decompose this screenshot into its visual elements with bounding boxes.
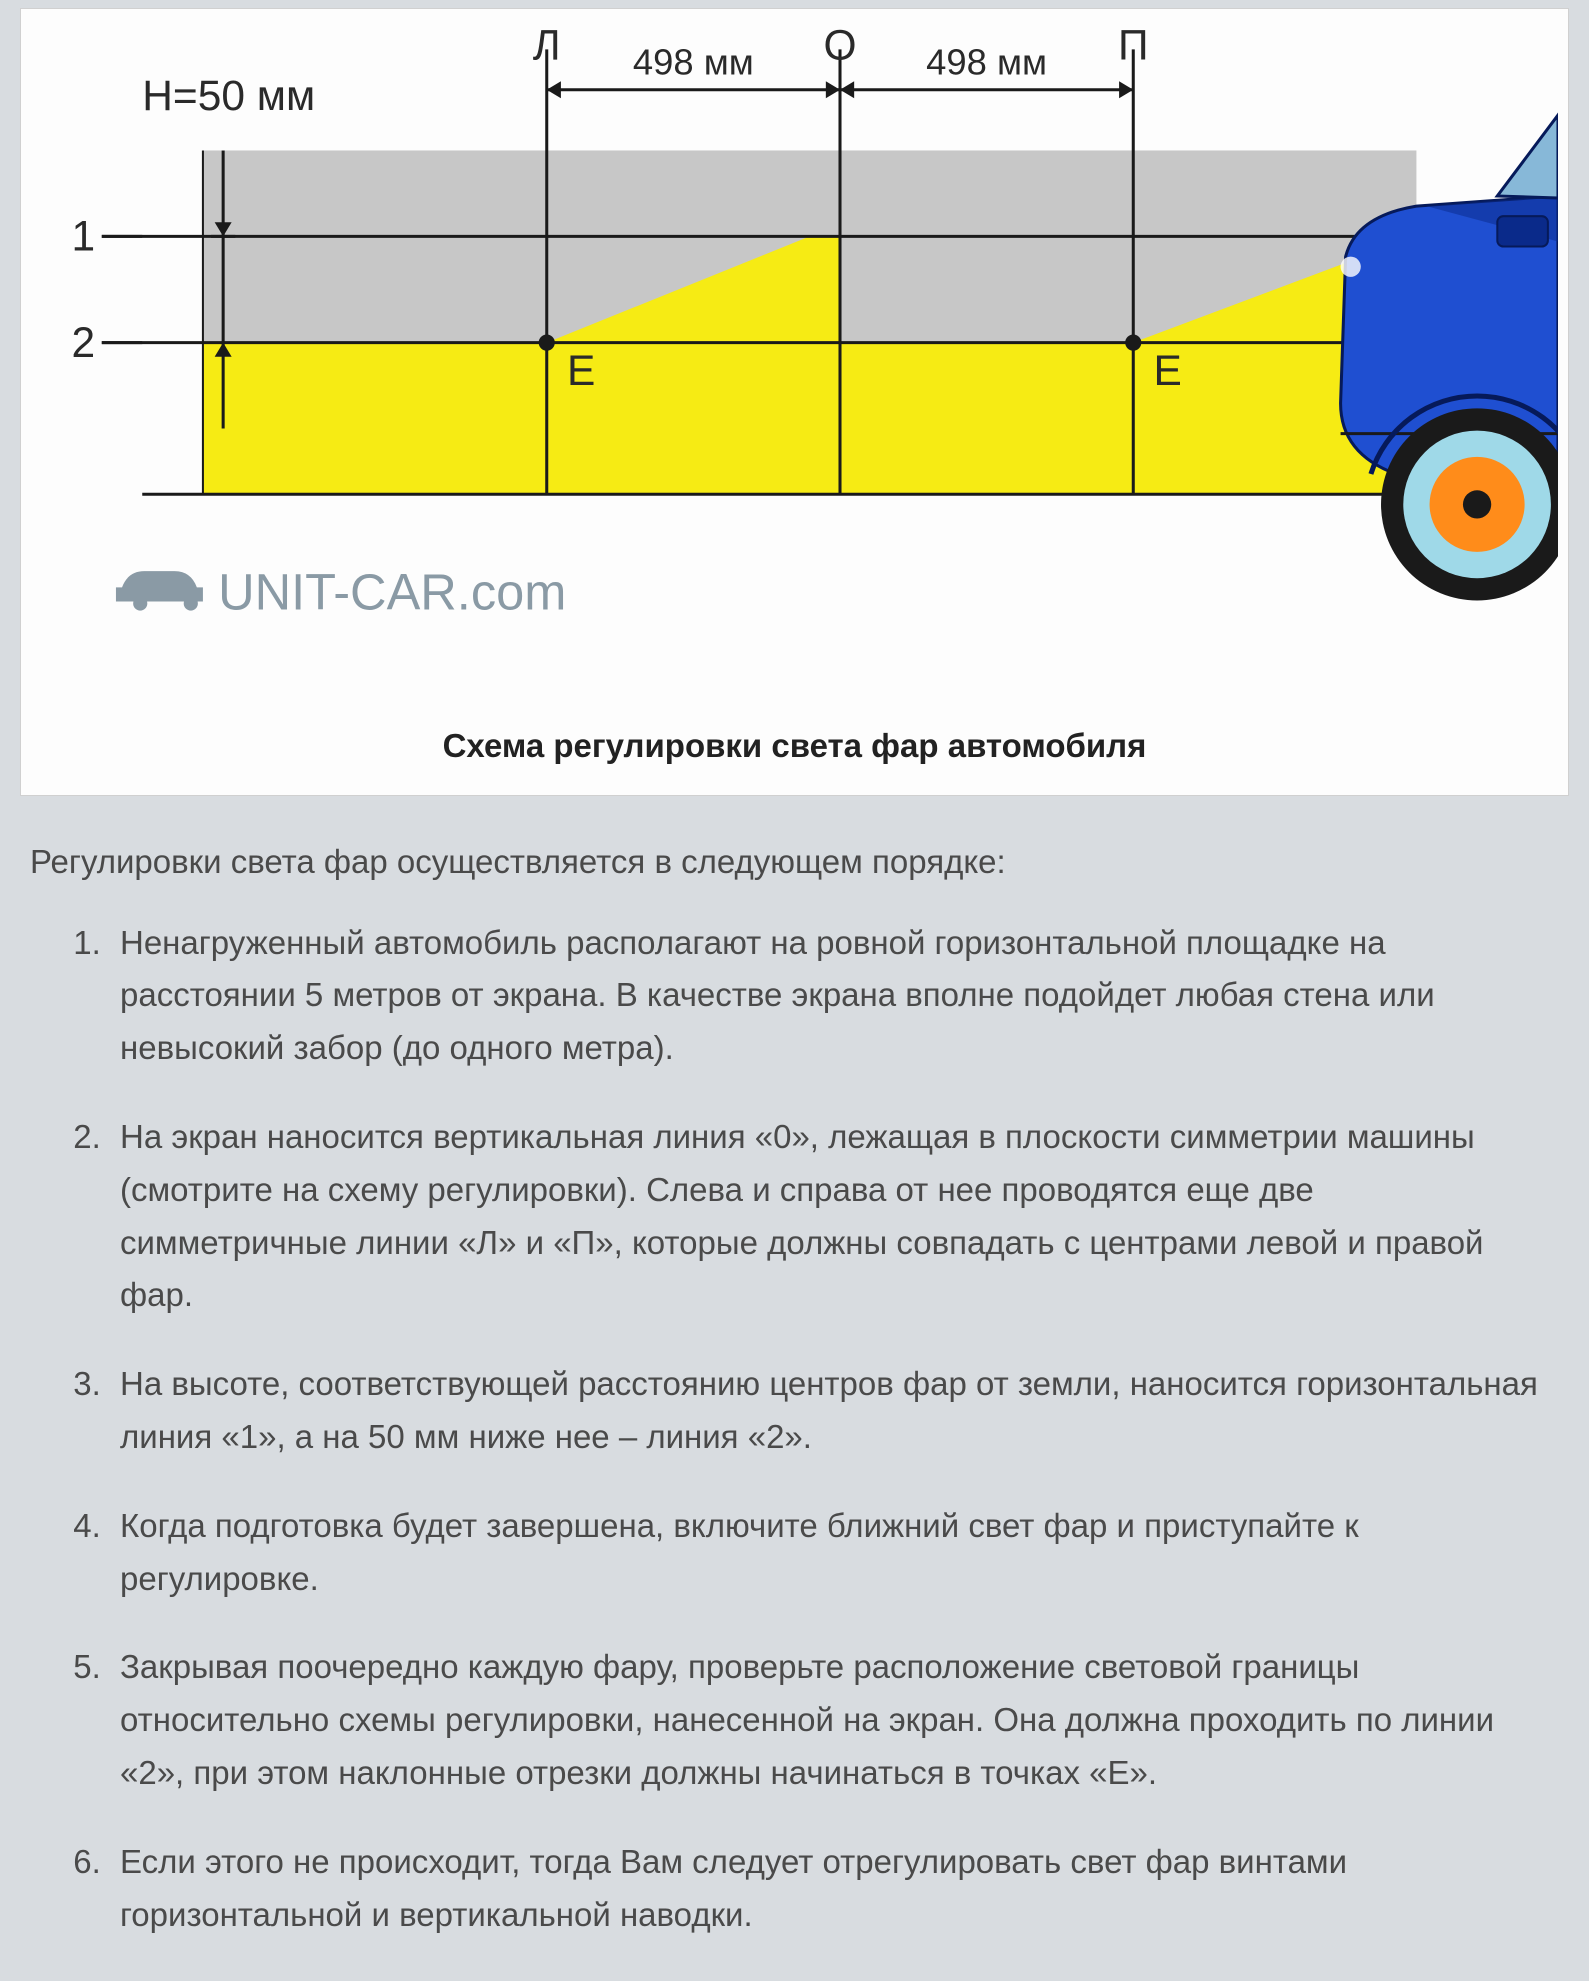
svg-text:E: E	[567, 347, 595, 394]
svg-text:498 мм: 498 мм	[926, 42, 1047, 83]
svg-text:Л: Л	[533, 21, 561, 68]
step-item: Закрывая поочередно каждую фару, проверь…	[110, 1641, 1549, 1799]
steps-list: Ненагруженный автомобиль располагают на …	[60, 917, 1549, 1942]
figure-caption: Схема регулировки света фар автомобиля	[31, 727, 1558, 765]
svg-text:UNIT-CAR.com: UNIT-CAR.com	[218, 564, 566, 621]
svg-text:П: П	[1118, 21, 1149, 68]
intro-text: Регулировки света фар осуществляется в с…	[30, 836, 1559, 887]
headlight-diagram: H=50 мм Л О П 498 мм 498 мм 1 2 E E UNIT-CAR.com	[31, 19, 1558, 697]
svg-text:H=50 мм: H=50 мм	[142, 72, 315, 119]
svg-text:E: E	[1153, 347, 1181, 394]
step-item: На высоте, соответствующей расстоянию це…	[110, 1358, 1549, 1464]
step-item: На экран наносится вертикальная линия «0…	[110, 1111, 1549, 1322]
page: H=50 мм Л О П 498 мм 498 мм 1 2 E E UNIT-CAR.com С…	[0, 8, 1589, 1941]
figure-container: H=50 мм Л О П 498 мм 498 мм 1 2 E E UNIT-CAR.com С…	[20, 8, 1569, 796]
svg-text:О: О	[823, 21, 856, 68]
svg-text:498 мм: 498 мм	[633, 42, 754, 83]
svg-text:2: 2	[71, 319, 95, 366]
step-item: Когда подготовка будет завершена, включи…	[110, 1500, 1549, 1606]
step-item: Ненагруженный автомобиль располагают на …	[110, 917, 1549, 1075]
svg-text:1: 1	[71, 213, 95, 260]
step-item: Если этого не происходит, тогда Вам след…	[110, 1836, 1549, 1942]
